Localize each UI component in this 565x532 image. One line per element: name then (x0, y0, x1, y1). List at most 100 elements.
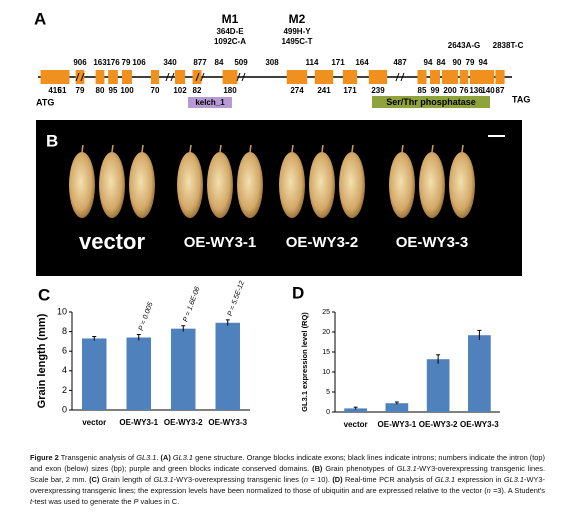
caption-run: GL3.1 (172, 453, 194, 462)
caption-run: Grain length of (99, 475, 154, 484)
caption-run: GL3.1 (153, 475, 174, 484)
x-tick-label: vector (82, 418, 106, 427)
intron-size: 90 (453, 58, 462, 67)
x-tick-label: OE-WY3-3 (208, 418, 247, 427)
intron-size: 79 (122, 58, 131, 67)
grain-tip (431, 144, 434, 153)
exon-size: 171 (343, 86, 357, 95)
line-break (236, 72, 246, 82)
p-value: P = 5.5E-12 (227, 280, 246, 317)
grain (309, 152, 335, 218)
grain (69, 152, 95, 218)
bar (385, 403, 409, 412)
exon-size: 180 (223, 86, 237, 95)
y-tick-label: 2 (62, 385, 67, 395)
caption-run: -test was used to generate the (32, 497, 134, 506)
mutation-change: 1092C-A (214, 37, 246, 46)
line-label: OE-WY3-1 (184, 234, 257, 251)
exon (417, 70, 427, 84)
exon-size: 239 (371, 86, 385, 95)
mutation-change: 1495C-T (281, 37, 312, 46)
exon (286, 70, 308, 84)
caption-run: GL3.1 (136, 453, 157, 462)
intron-size: 164 (355, 58, 369, 67)
exon-size: 102 (173, 86, 187, 95)
y-tick-label: 10 (57, 306, 67, 316)
caption-run: (D) (332, 475, 343, 484)
caption-run: gene structure. Orange blocks indicate e… (30, 453, 548, 473)
exon (174, 70, 186, 84)
exon (368, 70, 388, 84)
intron-size: 340 (163, 58, 177, 67)
grain-tip (291, 144, 294, 153)
x-tick-label: OE-WY3-1 (378, 420, 417, 429)
exon (150, 70, 160, 84)
exon (122, 70, 132, 84)
exon (495, 70, 505, 84)
grain (419, 152, 445, 218)
intron-size: 163 (93, 58, 107, 67)
line-break (165, 72, 175, 82)
grain-tip (461, 144, 464, 153)
grain-tip (249, 144, 252, 153)
domain-box (188, 97, 232, 108)
exon (222, 70, 238, 84)
intron-size: 877 (193, 58, 207, 67)
exon-size: 100 (120, 86, 134, 95)
caption-run: Grain phenotypes of (322, 464, 397, 473)
intron-size: 84 (437, 58, 446, 67)
grain (129, 152, 155, 218)
exon-size: 80 (96, 86, 105, 95)
grain-tip (351, 144, 354, 153)
grain-tip (81, 144, 84, 153)
x-tick-label: OE-WY3-3 (460, 420, 499, 429)
bar (126, 337, 151, 410)
grain (207, 152, 233, 218)
caption-run: GL3.1 (396, 464, 417, 473)
panel-label: C (38, 285, 50, 304)
caption-run: t (30, 497, 33, 506)
exon (75, 70, 85, 84)
grain-tip (401, 144, 404, 153)
caption-run: Real-time PCR analysis of (342, 475, 435, 484)
line-break (75, 72, 85, 82)
exon-size: 82 (193, 86, 202, 95)
caption-run: -WY3-overexpressing transgenic lines; th… (30, 475, 545, 495)
y-tick-label: 10 (322, 369, 330, 376)
caption-run: GL3.1 (503, 475, 525, 484)
mutation-change: 2838T-C (493, 41, 524, 50)
caption-run: -WY3-overexpressing transgenic lines ( (173, 475, 304, 484)
caption-run: (C) (89, 475, 100, 484)
intron-size: 84 (215, 58, 224, 67)
exon (108, 70, 118, 84)
line-label: vector (79, 229, 145, 254)
exon-size: 87 (496, 86, 505, 95)
grain-tip (321, 144, 324, 153)
exon-size: 415 (48, 86, 62, 95)
domain-box (372, 96, 490, 108)
bar (171, 328, 196, 410)
intron-size: 509 (234, 58, 248, 67)
exon (469, 70, 483, 84)
intron-size: 171 (331, 58, 345, 67)
exon-size: 76 (460, 86, 469, 95)
domain-label: Ser/Thr phosphatase (386, 97, 476, 107)
exon-size: 79 (76, 86, 85, 95)
line-break (395, 72, 405, 82)
caption-run: P (133, 497, 139, 506)
p-value: P = 0.005 (138, 301, 155, 332)
exon (481, 70, 495, 84)
exon (442, 70, 458, 84)
x-tick-label: OE-WY3-2 (164, 418, 203, 427)
intron-size: 94 (479, 58, 488, 67)
mutation-change: 499H-Y (283, 27, 311, 36)
grain-tip (189, 144, 192, 153)
intron-size: 94 (424, 58, 433, 67)
bar (82, 338, 107, 410)
y-tick-label: 6 (62, 346, 67, 356)
bar (468, 335, 491, 412)
y-tick-label: 0 (62, 404, 67, 414)
grain-tip (111, 144, 114, 153)
mutation-change: 364D-E (216, 27, 244, 36)
